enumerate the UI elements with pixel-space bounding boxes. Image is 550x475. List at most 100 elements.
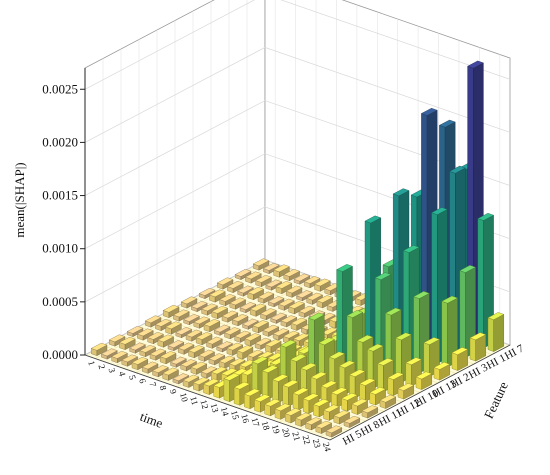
bar-top bbox=[129, 342, 146, 351]
bar-top bbox=[302, 393, 320, 401]
bar-top bbox=[356, 334, 374, 343]
bar bbox=[165, 321, 182, 335]
bar bbox=[255, 274, 272, 288]
bar-top bbox=[351, 398, 369, 407]
bar-top bbox=[318, 337, 336, 346]
bar-top bbox=[267, 296, 285, 304]
bar bbox=[175, 327, 193, 339]
bar-top bbox=[487, 312, 505, 320]
bar-top bbox=[395, 332, 412, 341]
bar-top bbox=[270, 312, 288, 321]
bar-top bbox=[203, 318, 221, 327]
bar-top bbox=[231, 314, 249, 322]
bar-top bbox=[253, 394, 271, 402]
bar bbox=[333, 410, 351, 425]
bar-top bbox=[206, 336, 223, 345]
bar-top bbox=[280, 315, 298, 324]
bar-top bbox=[139, 344, 157, 353]
bar-top bbox=[257, 291, 275, 300]
bar-top bbox=[149, 348, 167, 357]
bar-top bbox=[234, 330, 252, 339]
bar-top bbox=[441, 295, 459, 304]
bar-top bbox=[223, 372, 241, 381]
bar bbox=[306, 292, 324, 305]
bar-face bbox=[244, 393, 251, 410]
bar bbox=[231, 314, 249, 327]
bar bbox=[221, 310, 239, 323]
bar-top bbox=[172, 373, 190, 382]
bar-top bbox=[264, 339, 282, 347]
bar-top bbox=[316, 295, 334, 303]
bar-face bbox=[459, 270, 466, 358]
x-axis-title: time bbox=[138, 409, 165, 431]
bar-face bbox=[423, 342, 430, 377]
bar bbox=[183, 314, 200, 326]
x-tick-label: 14 bbox=[219, 406, 231, 418]
bar bbox=[234, 268, 252, 281]
bar-top bbox=[282, 330, 300, 339]
bar-top bbox=[157, 334, 175, 343]
bar-top bbox=[290, 353, 307, 362]
bar-top bbox=[284, 407, 302, 416]
x-tick-label: 7 bbox=[147, 381, 158, 388]
bar-top bbox=[201, 303, 218, 312]
bar bbox=[244, 333, 262, 347]
bar-top bbox=[244, 271, 262, 280]
bar bbox=[325, 425, 343, 438]
bar bbox=[180, 296, 198, 309]
bar bbox=[236, 345, 254, 360]
bar bbox=[208, 289, 226, 303]
bar bbox=[118, 336, 136, 351]
bar-top bbox=[228, 358, 246, 366]
bar bbox=[193, 316, 211, 329]
bar bbox=[293, 273, 311, 285]
bar-top bbox=[236, 345, 254, 353]
bar-top bbox=[213, 324, 231, 333]
bar-top bbox=[338, 360, 356, 369]
bar bbox=[201, 303, 218, 316]
bar bbox=[121, 354, 139, 367]
bar-top bbox=[241, 318, 259, 327]
bar-top bbox=[159, 351, 177, 359]
bar bbox=[226, 280, 244, 294]
y-tick-label: 0.0020 bbox=[42, 134, 78, 149]
bar-top bbox=[433, 361, 451, 370]
bar-top bbox=[243, 388, 261, 397]
bar bbox=[284, 407, 302, 424]
bar bbox=[172, 309, 190, 322]
bar-top bbox=[190, 300, 208, 309]
bar-top bbox=[369, 386, 387, 395]
bar-top bbox=[392, 188, 410, 197]
x-tick-label: 3 bbox=[107, 367, 118, 374]
bar bbox=[126, 325, 144, 338]
bar-top bbox=[336, 264, 353, 272]
bar-top bbox=[111, 350, 128, 359]
y-axis-title: mean(|SHAP|) bbox=[12, 162, 27, 237]
bar-top bbox=[237, 285, 254, 294]
x-tick-label: 23 bbox=[311, 438, 323, 450]
bar-top bbox=[307, 312, 325, 321]
bar-top bbox=[273, 264, 290, 273]
bar-top bbox=[218, 355, 236, 364]
bar-top bbox=[348, 369, 366, 377]
bar bbox=[275, 280, 293, 295]
bar-top bbox=[246, 349, 264, 358]
bar-face bbox=[223, 378, 230, 402]
bar-top bbox=[343, 415, 361, 424]
bar-top bbox=[285, 285, 303, 294]
bar-top bbox=[244, 333, 262, 341]
bar-top bbox=[152, 365, 169, 373]
bar-top bbox=[320, 380, 338, 389]
bar-top bbox=[438, 119, 456, 128]
bar bbox=[198, 349, 216, 362]
bar-top bbox=[224, 327, 241, 335]
bar bbox=[169, 356, 187, 368]
bar-top bbox=[234, 268, 252, 277]
bar-top bbox=[90, 342, 108, 351]
bar-face bbox=[213, 385, 220, 399]
bar-top bbox=[387, 372, 405, 380]
bar-top bbox=[303, 276, 321, 284]
bar-top bbox=[377, 357, 394, 366]
bar-top bbox=[162, 367, 180, 376]
